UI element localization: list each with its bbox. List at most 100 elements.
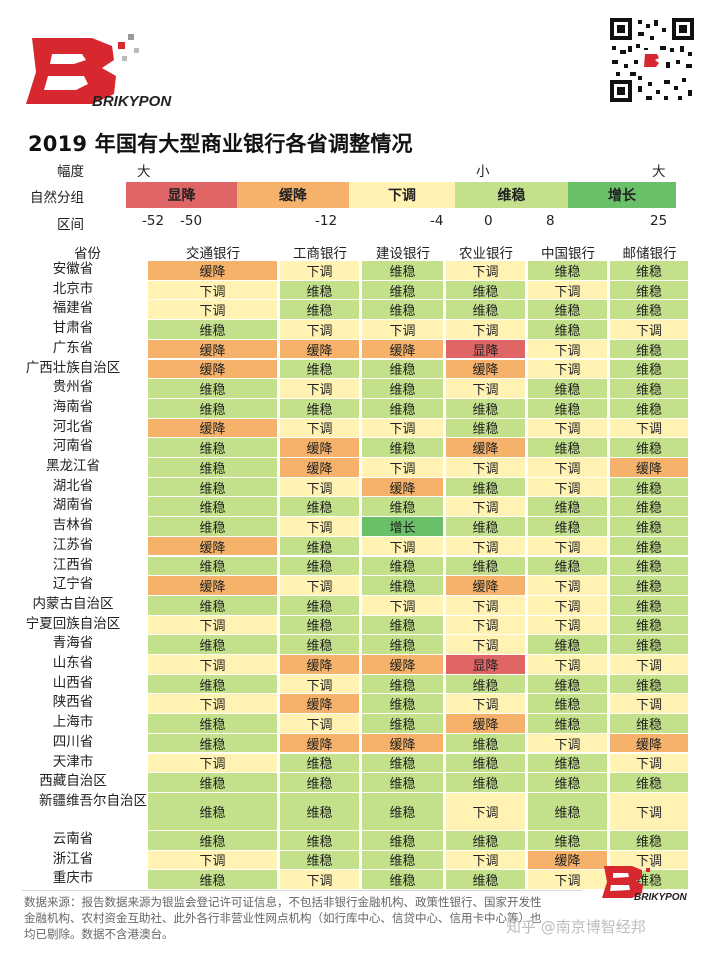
table-cell: 维稳 [362, 850, 443, 869]
province-label: 辽宁省 [52, 576, 94, 593]
table-cell: 维稳 [610, 339, 688, 359]
table-cell: 下调 [528, 339, 607, 359]
table-cell: 缓降 [280, 733, 359, 753]
table-cell: 维稳 [610, 556, 688, 575]
table-cell: 维稳 [280, 300, 359, 319]
table-cell: 缓降 [148, 576, 277, 595]
bank-column-header: 农业银行 [459, 246, 513, 262]
natural-group-label: 自然分组 [30, 190, 84, 206]
province-label: 重庆市 [52, 870, 94, 887]
magnitude-label: 幅度 [57, 164, 84, 180]
table-cell: 维稳 [280, 773, 359, 792]
table-cell: 维稳 [528, 753, 607, 772]
table-cell: 维稳 [280, 635, 359, 654]
table-cell: 下调 [446, 595, 525, 615]
table-cell: 维稳 [446, 753, 525, 772]
table-cell: 缓降 [280, 339, 359, 359]
table-cell: 缓降 [446, 359, 525, 378]
bank-column-header: 工商银行 [293, 246, 347, 262]
table-cell: 维稳 [446, 870, 525, 889]
table-cell: 下调 [362, 418, 443, 437]
table-cell: 维稳 [528, 261, 607, 280]
province-label: 四川省 [52, 733, 94, 750]
table-cell: 维稳 [148, 379, 277, 398]
table-cell: 缓降 [148, 359, 277, 378]
table-cell: 下调 [446, 497, 525, 516]
table-cell: 维稳 [528, 694, 607, 713]
province-label: 海南省 [52, 398, 94, 415]
table-cell: 维稳 [446, 418, 525, 437]
province-label: 江苏省 [52, 536, 94, 553]
bank-column-header: 邮储银行 [622, 246, 677, 262]
province-label: 宁夏回族自治区 [25, 615, 121, 632]
table-cell: 维稳 [446, 398, 525, 418]
chart-title: 2019 年国有大型商业银行各省调整情况 [28, 132, 413, 156]
table-cell: 维稳 [362, 576, 443, 595]
table-cell: 下调 [446, 379, 525, 398]
table-cell: 维稳 [280, 830, 359, 850]
table-cell: 下调 [280, 714, 359, 733]
table-cell: 下调 [148, 655, 277, 674]
table-cell: 维稳 [528, 379, 607, 398]
table-cell: 维稳 [528, 398, 607, 418]
bank-column-header: 中国银行 [541, 246, 595, 262]
table-cell: 维稳 [610, 674, 688, 694]
table-cell: 维稳 [148, 497, 277, 516]
province-label: 青海省 [52, 635, 94, 652]
table-cell: 维稳 [446, 773, 525, 792]
table-cell: 缓降 [446, 714, 525, 733]
table-cell: 维稳 [362, 497, 443, 516]
province-label: 天津市 [52, 753, 94, 770]
table-cell: 维稳 [610, 635, 688, 654]
table-cell: 维稳 [362, 359, 443, 378]
footnote: 数据来源：报告数据来源为银监会登记许可证信息，不包括非银行金融机构、政策性银行、… [24, 895, 542, 941]
table-cell: 缓降 [280, 438, 359, 457]
table-cell: 下调 [280, 674, 359, 694]
table-cell: 维稳 [446, 674, 525, 694]
legend-swatch: 增长 [568, 182, 676, 208]
brikypon-logo-small: BRIKYPON [602, 864, 688, 902]
legend-tick-label: 8 [546, 213, 555, 229]
table-cell: 维稳 [528, 792, 607, 830]
table-cell: 下调 [446, 320, 525, 339]
table-cell: 下调 [446, 536, 525, 556]
table-cell: 维稳 [528, 635, 607, 654]
table-cell: 维稳 [528, 674, 607, 694]
table-cell: 缓降 [446, 576, 525, 595]
table-cell: 维稳 [148, 320, 277, 339]
table-cell: 下调 [362, 320, 443, 339]
table-cell: 维稳 [610, 714, 688, 733]
province-label: 贵州省 [52, 379, 94, 396]
table-cell: 缓降 [362, 655, 443, 674]
table-cell: 下调 [610, 792, 688, 830]
bank-column-header: 建设银行 [376, 246, 430, 262]
province-label: 上海市 [52, 714, 94, 731]
table-cell: 下调 [362, 458, 443, 477]
table-cell: 维稳 [148, 714, 277, 733]
table-cell: 维稳 [280, 359, 359, 378]
province-label: 甘肃省 [52, 320, 94, 337]
table-cell: 下调 [610, 850, 688, 869]
table-cell: 显降 [446, 655, 525, 674]
footer-divider [22, 890, 582, 891]
table-cell: 维稳 [280, 497, 359, 516]
province-label: 广东省 [52, 339, 94, 356]
legend-tick-label: 0 [484, 213, 493, 229]
table-cell: 下调 [446, 458, 525, 477]
province-label: 福建省 [52, 300, 94, 317]
magnitude-big-right: 大 [652, 164, 666, 180]
province-label: 云南省 [52, 830, 94, 847]
table-cell: 维稳 [610, 830, 688, 850]
table-cell: 维稳 [528, 517, 607, 536]
table-cell: 维稳 [148, 830, 277, 850]
table-cell: 维稳 [362, 753, 443, 772]
table-cell: 维稳 [362, 261, 443, 280]
table-cell: 维稳 [280, 536, 359, 556]
table-cell: 下调 [446, 635, 525, 654]
table-cell: 下调 [280, 477, 359, 497]
table-cell: 维稳 [610, 477, 688, 497]
table-cell: 下调 [528, 655, 607, 674]
table-cell: 维稳 [148, 870, 277, 889]
table-cell: 维稳 [528, 714, 607, 733]
table-cell: 下调 [148, 753, 277, 772]
